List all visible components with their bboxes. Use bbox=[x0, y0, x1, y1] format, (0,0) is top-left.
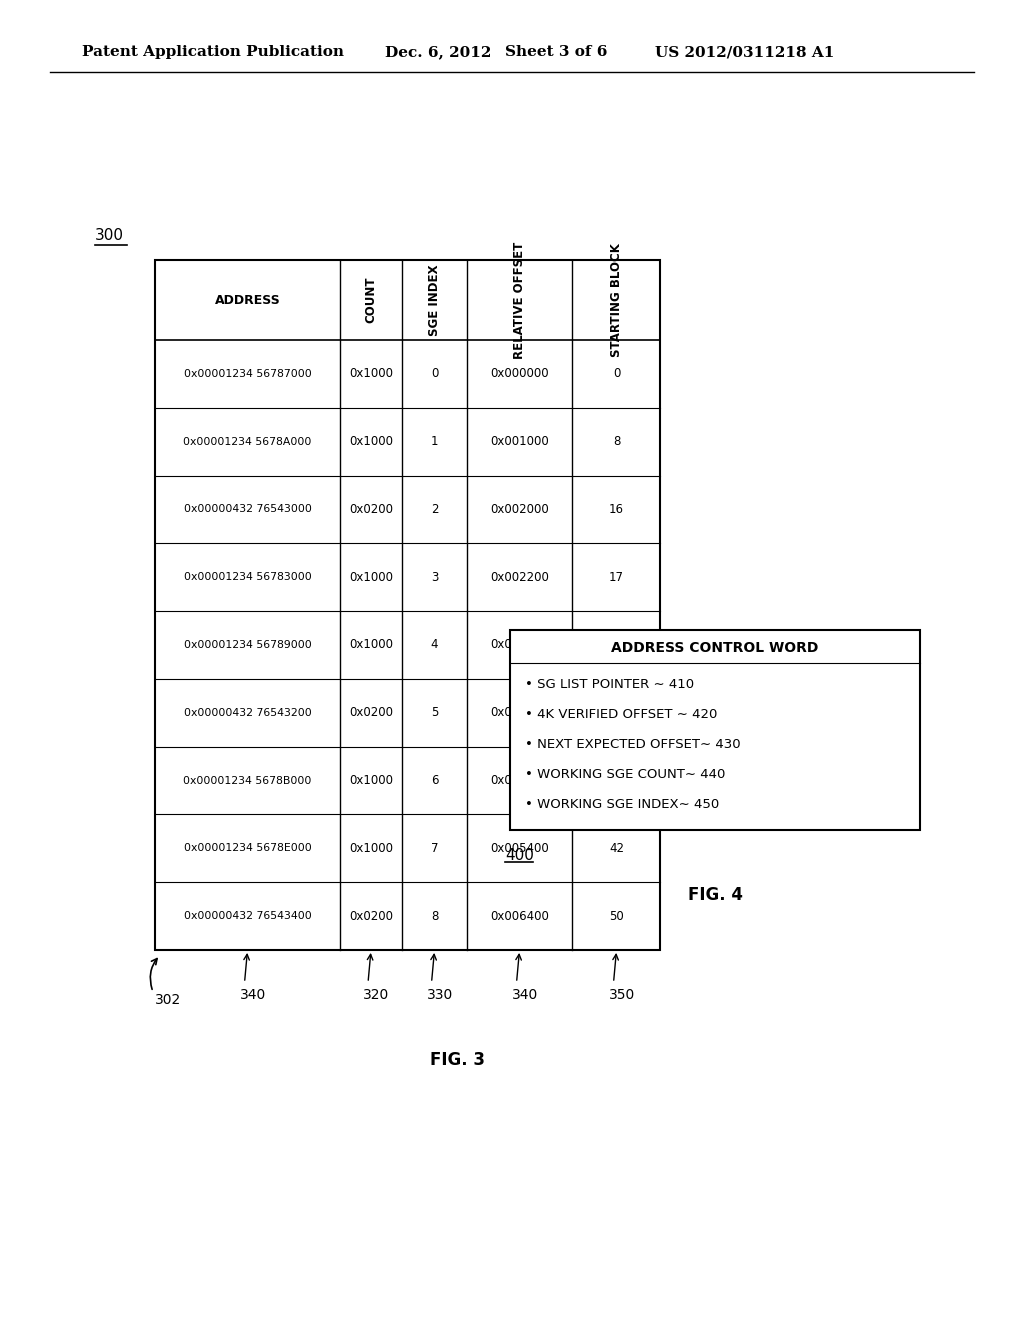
Text: Sheet 3 of 6: Sheet 3 of 6 bbox=[505, 45, 607, 59]
Text: 300: 300 bbox=[95, 228, 124, 243]
Text: • NEXT EXPECTED OFFSET∼ 430: • NEXT EXPECTED OFFSET∼ 430 bbox=[525, 738, 740, 751]
Text: 50: 50 bbox=[609, 909, 624, 923]
Text: 7: 7 bbox=[431, 842, 438, 855]
Text: 0x000000: 0x000000 bbox=[490, 367, 549, 380]
Text: • 4K VERIFIED OFFSET ∼ 420: • 4K VERIFIED OFFSET ∼ 420 bbox=[525, 709, 718, 722]
Text: FIG. 4: FIG. 4 bbox=[687, 886, 742, 904]
Text: 0x002200: 0x002200 bbox=[490, 570, 549, 583]
Text: 0x00001234 56787000: 0x00001234 56787000 bbox=[183, 368, 311, 379]
Text: Dec. 6, 2012: Dec. 6, 2012 bbox=[385, 45, 492, 59]
Text: 0x003200: 0x003200 bbox=[490, 639, 549, 652]
Text: 0x004400: 0x004400 bbox=[490, 774, 549, 787]
Text: 0x00001234 56789000: 0x00001234 56789000 bbox=[183, 640, 311, 649]
Text: 0x00000432 76543000: 0x00000432 76543000 bbox=[183, 504, 311, 515]
Text: 0x002000: 0x002000 bbox=[490, 503, 549, 516]
Text: 17: 17 bbox=[609, 570, 624, 583]
Text: FIG. 3: FIG. 3 bbox=[430, 1051, 485, 1069]
Text: 42: 42 bbox=[609, 842, 624, 855]
Text: 2: 2 bbox=[431, 503, 438, 516]
Text: 33: 33 bbox=[609, 706, 624, 719]
Text: 0x0200: 0x0200 bbox=[349, 503, 393, 516]
Text: STARTING BLOCK: STARTING BLOCK bbox=[610, 243, 623, 356]
Text: 0x1000: 0x1000 bbox=[349, 774, 393, 787]
Text: Patent Application Publication: Patent Application Publication bbox=[82, 45, 344, 59]
Text: 5: 5 bbox=[431, 706, 438, 719]
Text: 0x1000: 0x1000 bbox=[349, 842, 393, 855]
Text: ADDRESS CONTROL WORD: ADDRESS CONTROL WORD bbox=[611, 642, 818, 655]
Text: • SG LIST POINTER ∼ 410: • SG LIST POINTER ∼ 410 bbox=[525, 678, 694, 692]
Text: 0x001000: 0x001000 bbox=[490, 436, 549, 449]
Bar bbox=[155, 260, 660, 950]
Text: 16: 16 bbox=[609, 503, 624, 516]
Text: 0x1000: 0x1000 bbox=[349, 570, 393, 583]
Text: 0x00001234 56783000: 0x00001234 56783000 bbox=[183, 573, 311, 582]
Text: 0x00001234 5678A000: 0x00001234 5678A000 bbox=[183, 437, 311, 446]
Text: 0x005400: 0x005400 bbox=[490, 842, 549, 855]
Text: 340: 340 bbox=[240, 987, 266, 1002]
Text: 0x00001234 5678B000: 0x00001234 5678B000 bbox=[183, 776, 311, 785]
Bar bbox=[510, 630, 920, 830]
Text: 0x1000: 0x1000 bbox=[349, 639, 393, 652]
Text: 0x00000432 76543200: 0x00000432 76543200 bbox=[183, 708, 311, 718]
Text: 0x0200: 0x0200 bbox=[349, 706, 393, 719]
Text: 8: 8 bbox=[431, 909, 438, 923]
Text: 3: 3 bbox=[431, 570, 438, 583]
Text: • WORKING SGE INDEX∼ 450: • WORKING SGE INDEX∼ 450 bbox=[525, 799, 719, 812]
Text: 330: 330 bbox=[427, 987, 453, 1002]
Text: • WORKING SGE COUNT∼ 440: • WORKING SGE COUNT∼ 440 bbox=[525, 768, 725, 781]
Text: 0x00001234 5678E000: 0x00001234 5678E000 bbox=[183, 843, 311, 853]
Text: 0x1000: 0x1000 bbox=[349, 436, 393, 449]
Text: 0: 0 bbox=[431, 367, 438, 380]
Text: RELATIVE OFFSET: RELATIVE OFFSET bbox=[513, 242, 526, 359]
Text: COUNT: COUNT bbox=[365, 277, 378, 323]
Text: 1: 1 bbox=[431, 436, 438, 449]
Text: 0x006400: 0x006400 bbox=[490, 909, 549, 923]
Text: 25: 25 bbox=[609, 639, 624, 652]
Text: ADDRESS: ADDRESS bbox=[215, 293, 281, 306]
Text: 0x00000432 76543400: 0x00000432 76543400 bbox=[183, 911, 311, 921]
Text: 0x1000: 0x1000 bbox=[349, 367, 393, 380]
Text: 6: 6 bbox=[431, 774, 438, 787]
Text: 0x004200: 0x004200 bbox=[490, 706, 549, 719]
Text: 8: 8 bbox=[612, 436, 621, 449]
Text: 320: 320 bbox=[362, 987, 389, 1002]
Text: 340: 340 bbox=[512, 987, 538, 1002]
Text: 0: 0 bbox=[612, 367, 621, 380]
Text: 4: 4 bbox=[431, 639, 438, 652]
Text: 34: 34 bbox=[609, 774, 624, 787]
Text: 0x0200: 0x0200 bbox=[349, 909, 393, 923]
Text: 302: 302 bbox=[155, 993, 181, 1007]
Text: SGE INDEX: SGE INDEX bbox=[428, 264, 441, 335]
Text: US 2012/0311218 A1: US 2012/0311218 A1 bbox=[655, 45, 835, 59]
Text: 400: 400 bbox=[505, 847, 534, 862]
Text: 350: 350 bbox=[608, 987, 635, 1002]
